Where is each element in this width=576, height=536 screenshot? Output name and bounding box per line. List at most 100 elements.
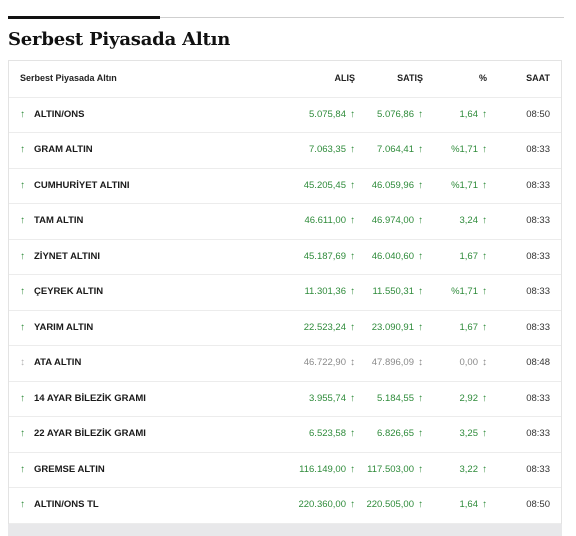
arrow-up-icon: ↑: [20, 392, 25, 404]
bid-cell: 11.301,36 ↑: [304, 274, 355, 310]
header-bid: ALIŞ: [334, 73, 355, 83]
ask-cell: 220.505,00 ↑: [366, 487, 423, 523]
pct-cell: %1,71 ↑: [451, 274, 487, 310]
ask-value: 46.040,60: [371, 250, 414, 262]
instrument-name[interactable]: GREMSE ALTIN: [34, 463, 105, 475]
time-value: 08:50: [526, 108, 550, 120]
table-row[interactable]: ↑ GRAM ALTIN 7.063,35 ↑ 7.064,41 ↑ %1,71 ↑ 08:33: [9, 132, 561, 169]
ask-cell: 5.076,86 ↑: [377, 97, 423, 133]
header-ask: SATIŞ: [397, 73, 423, 83]
bid-cell: 45.205,45 ↑: [304, 168, 355, 204]
arrow-up-icon: ↑: [418, 463, 423, 475]
table-row[interactable]: ↑ ALTIN/ONS 5.075,84 ↑ 5.076,86 ↑ 1,64 ↑ 08:50: [9, 97, 561, 133]
header-time: SAAT: [526, 73, 550, 83]
arrow-up-icon: ↑: [482, 321, 487, 333]
table-row[interactable]: ↑ 22 AYAR BİLEZİK GRAMI 6.523,58 ↑ 6.826,65 ↑…: [9, 416, 561, 453]
bid-value: 22.523,24: [303, 321, 346, 333]
instrument-name[interactable]: 22 AYAR BİLEZİK GRAMI: [34, 428, 146, 439]
table-row[interactable]: ↑ ZİYNET ALTINI 45.187,69 ↑ 46.040,60 ↑ 1,67 ↑ 0…: [9, 239, 561, 275]
bid-value: 45.187,69: [303, 250, 346, 262]
row-name-cell: ↑ ZİYNET ALTINI: [20, 239, 100, 275]
bid-cell: 3.955,74 ↑: [309, 381, 355, 417]
instrument-name[interactable]: ZİYNET ALTINI: [34, 250, 100, 262]
row-name-cell: ↑ TAM ALTIN: [20, 203, 83, 239]
bid-value: 3.955,74: [309, 392, 346, 404]
arrow-up-icon: ↑: [20, 179, 25, 191]
arrow-up-icon: ↑: [482, 144, 487, 155]
pct-value: 1,67: [459, 321, 479, 333]
instrument-name[interactable]: ATA ALTIN: [34, 357, 82, 368]
arrow-up-icon: ↑: [350, 108, 355, 120]
bid-value: 116.149,00: [299, 463, 346, 475]
arrow-up-icon: ↑: [350, 463, 355, 475]
arrow-up-icon: ↑: [418, 144, 423, 155]
pct-cell: 1,67 ↑: [460, 310, 488, 346]
arrow-up-icon: ↑: [418, 499, 423, 510]
row-name-cell: ↑ ALTIN/ONS: [20, 97, 85, 133]
table-row[interactable]: ↑ YARIM ALTIN 22.523,24 ↑ 23.090,91 ↑ 1,67 ↑ 08:…: [9, 310, 561, 346]
arrow-up-icon: ↑: [482, 499, 487, 510]
row-name-cell: ↑ ALTIN/ONS TL: [20, 487, 99, 523]
table-row[interactable]: ↕ ATA ALTIN 46.722,90 ↕ 47.896,09 ↕ 0,00 ↕ 08:48: [9, 345, 561, 382]
ask-value: 5.184,55: [377, 392, 414, 404]
instrument-name[interactable]: ALTIN/ONS: [34, 108, 85, 120]
pct-cell: 1,67 ↑: [460, 239, 488, 275]
arrow-up-icon: ↑: [350, 179, 355, 191]
instrument-name[interactable]: ALTIN/ONS TL: [34, 499, 99, 510]
arrow-up-icon: ↑: [350, 144, 355, 155]
ask-cell: 46.040,60 ↑: [372, 239, 423, 275]
table-row[interactable]: ↑ CUMHURİYET ALTINI 45.205,45 ↑ 46.059,96 ↑ %1…: [9, 168, 561, 204]
table-row[interactable]: ↑ GREMSE ALTIN 116.149,00 ↑ 117.503,00 ↑ 3,22 ↑…: [9, 452, 561, 488]
table-row[interactable]: ↑ ÇEYREK ALTIN 11.301,36 ↑ 11.550,31 ↑ %1,71 ↑ 0…: [9, 274, 561, 311]
arrow-up-icon: ↑: [20, 463, 25, 475]
arrow-up-icon: ↑: [482, 463, 487, 475]
bid-value: 46.722,90: [303, 357, 346, 368]
bid-cell: 46.722,90 ↕: [304, 345, 355, 381]
row-name-cell: ↑ GREMSE ALTIN: [20, 452, 105, 488]
pct-cell: 3,24 ↑: [460, 203, 488, 239]
ask-value: 23.090,91: [371, 321, 414, 333]
row-name-cell: ↕ ATA ALTIN: [20, 345, 81, 381]
instrument-name[interactable]: ÇEYREK ALTIN: [34, 286, 104, 297]
ask-cell: 46.974,00 ↑: [372, 203, 423, 239]
instrument-name[interactable]: YARIM ALTIN: [34, 321, 94, 333]
ask-cell: 11.550,31 ↑: [372, 274, 423, 310]
arrow-up-icon: ↑: [482, 179, 487, 191]
arrow-up-icon: ↑: [350, 250, 355, 262]
table-header: Serbest Piyasada Altın ALIŞ SATIŞ % SAAT: [9, 61, 561, 98]
table-footer-bar: [8, 524, 562, 536]
arrow-updown-icon: ↕: [482, 357, 487, 368]
header-name: Serbest Piyasada Altın: [20, 73, 117, 83]
arrow-updown-icon: ↕: [418, 357, 423, 368]
bid-cell: 22.523,24 ↑: [304, 310, 355, 346]
row-name-cell: ↑ YARIM ALTIN: [20, 310, 93, 346]
pct-value: 2,92: [459, 392, 479, 404]
arrow-updown-icon: ↕: [350, 357, 355, 368]
instrument-name[interactable]: CUMHURİYET ALTINI: [34, 179, 130, 191]
table-row[interactable]: ↑ TAM ALTIN 46.611,00 ↑ 46.974,00 ↑ 3,24 ↑ 08:33: [9, 203, 561, 240]
pct-value: %1,71: [451, 286, 478, 297]
bid-value: 46.611,00: [304, 215, 346, 226]
bid-cell: 45.187,69 ↑: [304, 239, 355, 275]
pct-cell: 1,64 ↑: [460, 97, 488, 133]
arrow-up-icon: ↑: [482, 108, 487, 120]
arrow-up-icon: ↑: [350, 215, 355, 226]
instrument-name[interactable]: TAM ALTIN: [34, 215, 84, 226]
ask-cell: 23.090,91 ↑: [372, 310, 423, 346]
table-row[interactable]: ↑ 14 AYAR BİLEZİK GRAMI 3.955,74 ↑ 5.184,55 ↑…: [9, 381, 561, 417]
arrow-up-icon: ↑: [350, 499, 355, 510]
pct-value: 3,22: [459, 463, 479, 475]
instrument-name[interactable]: GRAM ALTIN: [34, 144, 93, 155]
arrow-up-icon: ↑: [20, 286, 25, 297]
pct-value: %1,71: [451, 179, 478, 191]
arrow-updown-icon: ↕: [20, 357, 25, 368]
row-name-cell: ↑ GRAM ALTIN: [20, 132, 93, 168]
instrument-name[interactable]: 14 AYAR BİLEZİK GRAMI: [34, 392, 146, 404]
arrow-up-icon: ↑: [20, 499, 25, 510]
bid-cell: 6.523,58 ↑: [309, 416, 355, 452]
arrow-up-icon: ↑: [418, 286, 423, 297]
time-value: 08:33: [526, 144, 550, 155]
time-value: 08:33: [526, 250, 550, 262]
table-row[interactable]: ↑ ALTIN/ONS TL 220.360,00 ↑ 220.505,00 ↑ 1,64 ↑…: [9, 487, 561, 524]
bid-value: 7.063,35: [309, 144, 346, 155]
